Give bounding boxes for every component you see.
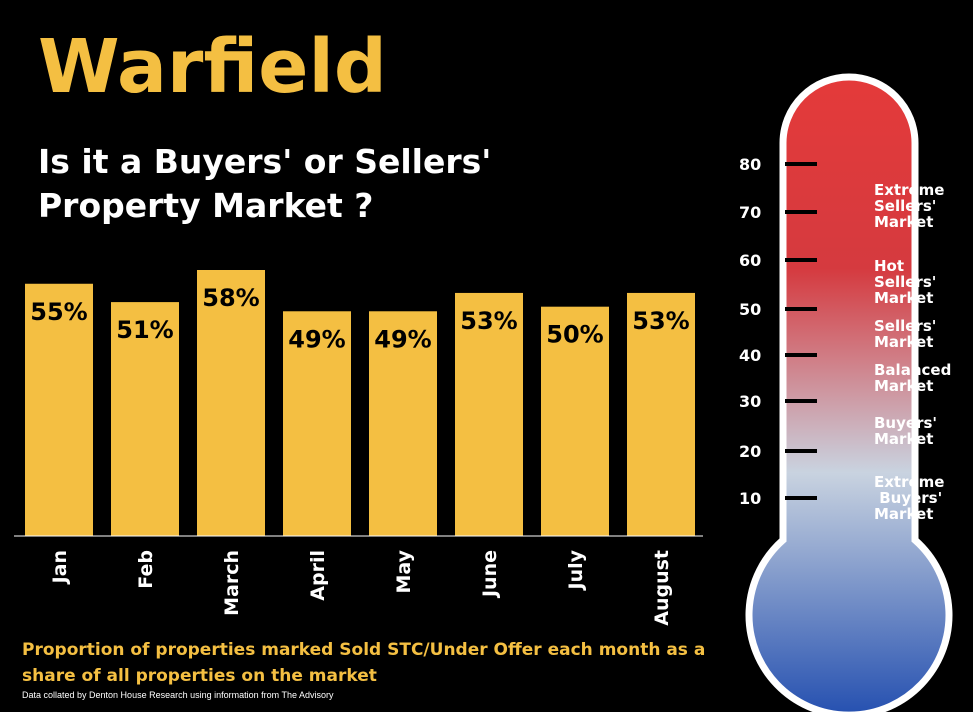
bar-jan bbox=[25, 283, 93, 536]
bar-august bbox=[627, 292, 695, 536]
x-tick-label: Feb bbox=[135, 550, 157, 589]
x-tick-label: March bbox=[221, 550, 243, 616]
thermometer-tick-label: 10 bbox=[739, 489, 761, 508]
x-tick-label: August bbox=[651, 550, 673, 626]
bar-value-label: 51% bbox=[116, 316, 173, 344]
bar-value-label: 58% bbox=[202, 284, 259, 312]
market-zone-label: Extreme Sellers' Market bbox=[874, 181, 945, 231]
market-zone-label: Hot Sellers' Market bbox=[874, 257, 937, 307]
bar-value-label: 50% bbox=[546, 321, 603, 349]
bar-value-label: 49% bbox=[374, 325, 431, 353]
chart-caption: Proportion of properties marked Sold STC… bbox=[22, 640, 706, 686]
bar-june bbox=[455, 292, 523, 536]
thermometer-tick-label: 30 bbox=[739, 392, 761, 411]
bar-feb bbox=[111, 302, 179, 536]
bar-july bbox=[541, 306, 609, 536]
source-note: Data collated by Denton House Research u… bbox=[22, 690, 334, 700]
x-tick-label: April bbox=[307, 550, 329, 601]
market-zone-label: Buyers' Market bbox=[874, 414, 937, 448]
thermometer-tick-label: 70 bbox=[739, 203, 761, 222]
thermometer: 80 70 60 50 40 30 20 10 bbox=[739, 73, 953, 712]
market-zone-label: Sellers' Market bbox=[874, 317, 937, 351]
page-subtitle: Is it a Buyers' or Sellers' Property Mar… bbox=[38, 142, 492, 225]
x-tick-label: Jan bbox=[49, 550, 71, 585]
bar-value-label: 53% bbox=[632, 307, 689, 335]
x-tick-label: May bbox=[393, 549, 415, 593]
x-tick-label: July bbox=[565, 549, 587, 591]
bar-may bbox=[369, 311, 437, 536]
thermometer-tick-label: 40 bbox=[739, 346, 761, 365]
market-zone-label: Extreme Buyers' Market bbox=[874, 473, 945, 523]
thermometer-tick-label: 60 bbox=[739, 251, 761, 270]
bar-march bbox=[197, 270, 265, 536]
page-title: Warfield bbox=[38, 24, 387, 110]
bar-value-label: 49% bbox=[288, 325, 345, 353]
bar-april bbox=[283, 311, 351, 536]
bar-value-label: 55% bbox=[30, 298, 87, 326]
market-zone-label: Balanced Market bbox=[874, 361, 952, 395]
thermometer-tick-label: 80 bbox=[739, 155, 761, 174]
thermometer-tick-label: 50 bbox=[739, 300, 761, 319]
thermometer-body bbox=[745, 73, 953, 712]
x-tick-label: June bbox=[479, 550, 501, 599]
bar-value-label: 53% bbox=[460, 307, 517, 335]
thermometer-tick-label: 20 bbox=[739, 442, 761, 461]
